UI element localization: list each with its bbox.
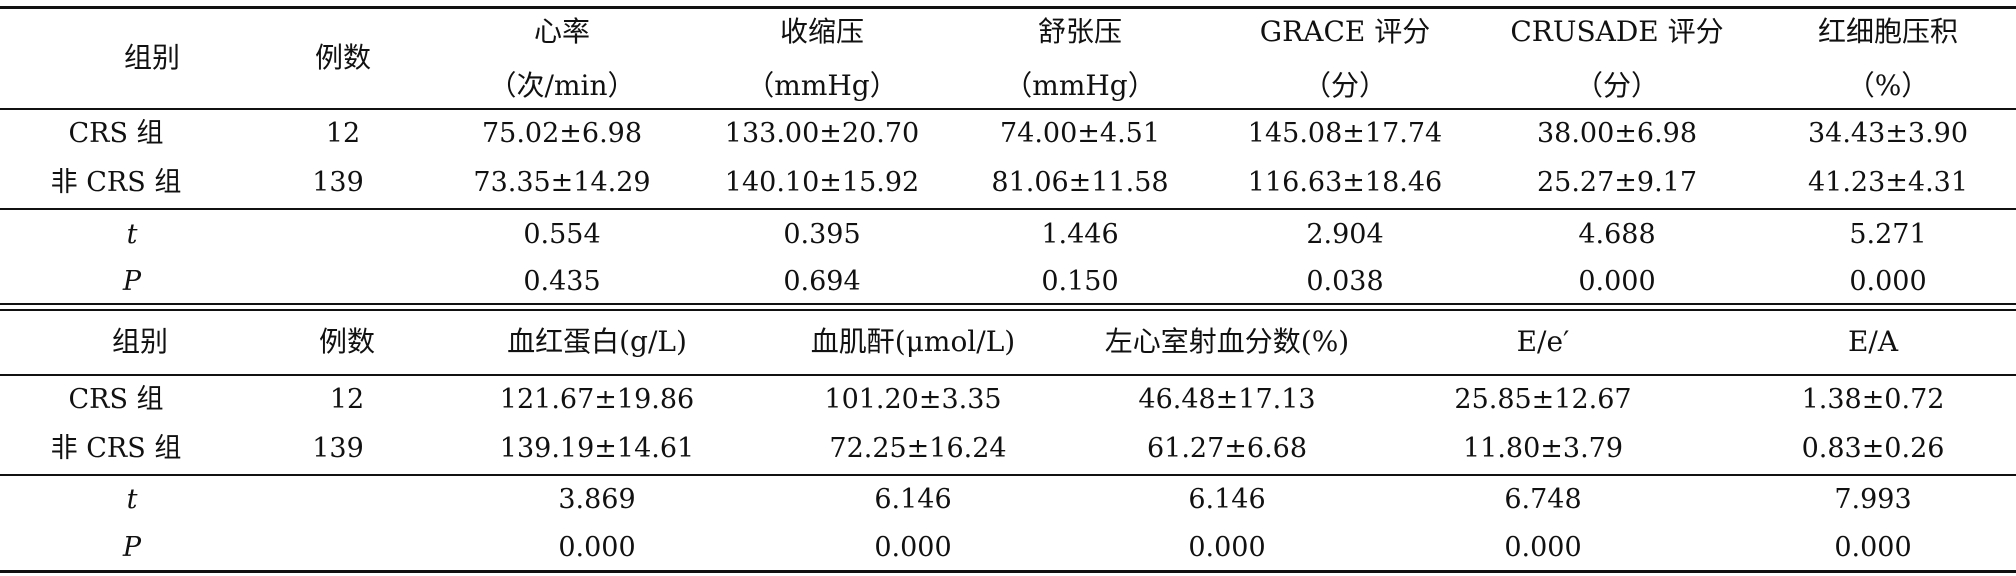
header-e-a: E/A (1847, 325, 1899, 358)
header-count: 例数 (314, 41, 372, 74)
stat-value: 6.146 (1188, 484, 1266, 515)
row-value: 41.23±4.31 (1807, 167, 1969, 198)
stat-value: 2.904 (1306, 219, 1384, 250)
row-count: 139 (312, 167, 364, 198)
header-crusade: CRUSADE 评分 (1510, 15, 1724, 48)
header-grace: GRACE 评分 (1259, 15, 1431, 48)
header-e-e-prime: E/e′ (1516, 325, 1570, 358)
row-value: 11.80±3.79 (1462, 433, 1624, 464)
stat-label-p: P (122, 266, 142, 297)
row-value: 133.00±20.70 (724, 118, 920, 149)
row-group: CRS 组 (68, 384, 164, 415)
header-systolic-unit: （mmHg） (746, 69, 898, 102)
header-hematocrit: 红细胞压积 (1817, 15, 1959, 48)
row-value: 139.19±14.61 (499, 433, 695, 464)
stat-value: 6.146 (874, 484, 952, 515)
row-value: 145.08±17.74 (1247, 118, 1443, 149)
stat-value: 0.000 (1849, 266, 1927, 297)
stat-label-t: t (126, 484, 138, 515)
header-hemoglobin: 血红蛋白(g/L) (507, 325, 687, 358)
row-value: 101.20±3.35 (824, 384, 1002, 415)
row-group: 非 CRS 组 (50, 167, 182, 198)
stat-value: 7.993 (1834, 484, 1912, 515)
stat-value: 5.271 (1849, 219, 1927, 250)
table-bottom-rule (0, 570, 2016, 573)
stat-label-t: t (126, 219, 138, 250)
row-value: 25.27±9.17 (1536, 167, 1698, 198)
stat-value: 0.038 (1306, 266, 1384, 297)
row-count: 139 (312, 433, 364, 464)
stat-value: 0.150 (1041, 266, 1119, 297)
stat-value: 0.554 (523, 219, 601, 250)
row-value: 81.06±11.58 (991, 167, 1169, 198)
row-value: 46.48±17.13 (1138, 384, 1316, 415)
stat-value: 0.000 (1578, 266, 1656, 297)
header-diastolic-unit: （mmHg） (1004, 69, 1156, 102)
table2-header-rule (0, 374, 2016, 376)
row-value: 73.35±14.29 (473, 167, 651, 198)
row-value: 34.43±3.90 (1807, 118, 1969, 149)
row-count: 12 (325, 118, 361, 149)
row-value: 61.27±6.68 (1146, 433, 1308, 464)
row-value: 0.83±0.26 (1801, 433, 1945, 464)
header-grace-unit: （分） (1302, 69, 1388, 102)
row-group: 非 CRS 组 (50, 433, 182, 464)
stat-value: 0.435 (523, 266, 601, 297)
stat-value: 3.869 (558, 484, 636, 515)
stat-value: 0.000 (1834, 532, 1912, 563)
header-diastolic: 舒张压 (1037, 15, 1123, 48)
header-systolic: 收缩压 (779, 15, 865, 48)
row-value: 75.02±6.98 (481, 118, 643, 149)
header-heart-rate-unit: （次/min） (488, 69, 636, 102)
table1-header-rule (0, 108, 2016, 110)
header-count: 例数 (318, 325, 376, 358)
table-top-rule (0, 6, 2016, 9)
header-group: 组别 (123, 41, 181, 74)
table1-stats-rule (0, 208, 2016, 210)
stat-value: 0.000 (558, 532, 636, 563)
stat-value: 4.688 (1578, 219, 1656, 250)
table2-stats-rule (0, 474, 2016, 476)
header-lvef: 左心室射血分数(%) (1104, 325, 1350, 358)
header-crusade-unit: （分） (1574, 69, 1660, 102)
header-heart-rate: 心率 (533, 15, 591, 48)
stat-value: 0.000 (1188, 532, 1266, 563)
row-value: 121.67±19.86 (499, 384, 695, 415)
row-value: 140.10±15.92 (724, 167, 920, 198)
row-value: 72.25±16.24 (829, 433, 1007, 464)
row-value: 116.63±18.46 (1247, 167, 1443, 198)
row-value: 74.00±4.51 (999, 118, 1161, 149)
stat-value: 1.446 (1041, 219, 1119, 250)
stat-value: 0.000 (1504, 532, 1582, 563)
table-divider-rule-1 (0, 303, 2016, 305)
row-group: CRS 组 (68, 118, 164, 149)
stat-value: 0.000 (874, 532, 952, 563)
header-creatinine: 血肌酐(μmol/L) (810, 325, 1016, 358)
header-group: 组别 (111, 325, 169, 358)
stat-value: 0.395 (783, 219, 861, 250)
stat-value: 6.748 (1504, 484, 1582, 515)
stat-value: 0.694 (783, 266, 861, 297)
row-value: 38.00±6.98 (1536, 118, 1698, 149)
row-value: 25.85±12.67 (1454, 384, 1632, 415)
table-divider-rule-2 (0, 309, 2016, 311)
header-hematocrit-unit: （%） (1846, 69, 1930, 102)
row-value: 1.38±0.72 (1801, 384, 1945, 415)
row-count: 12 (329, 384, 365, 415)
stat-label-p: P (122, 532, 142, 563)
